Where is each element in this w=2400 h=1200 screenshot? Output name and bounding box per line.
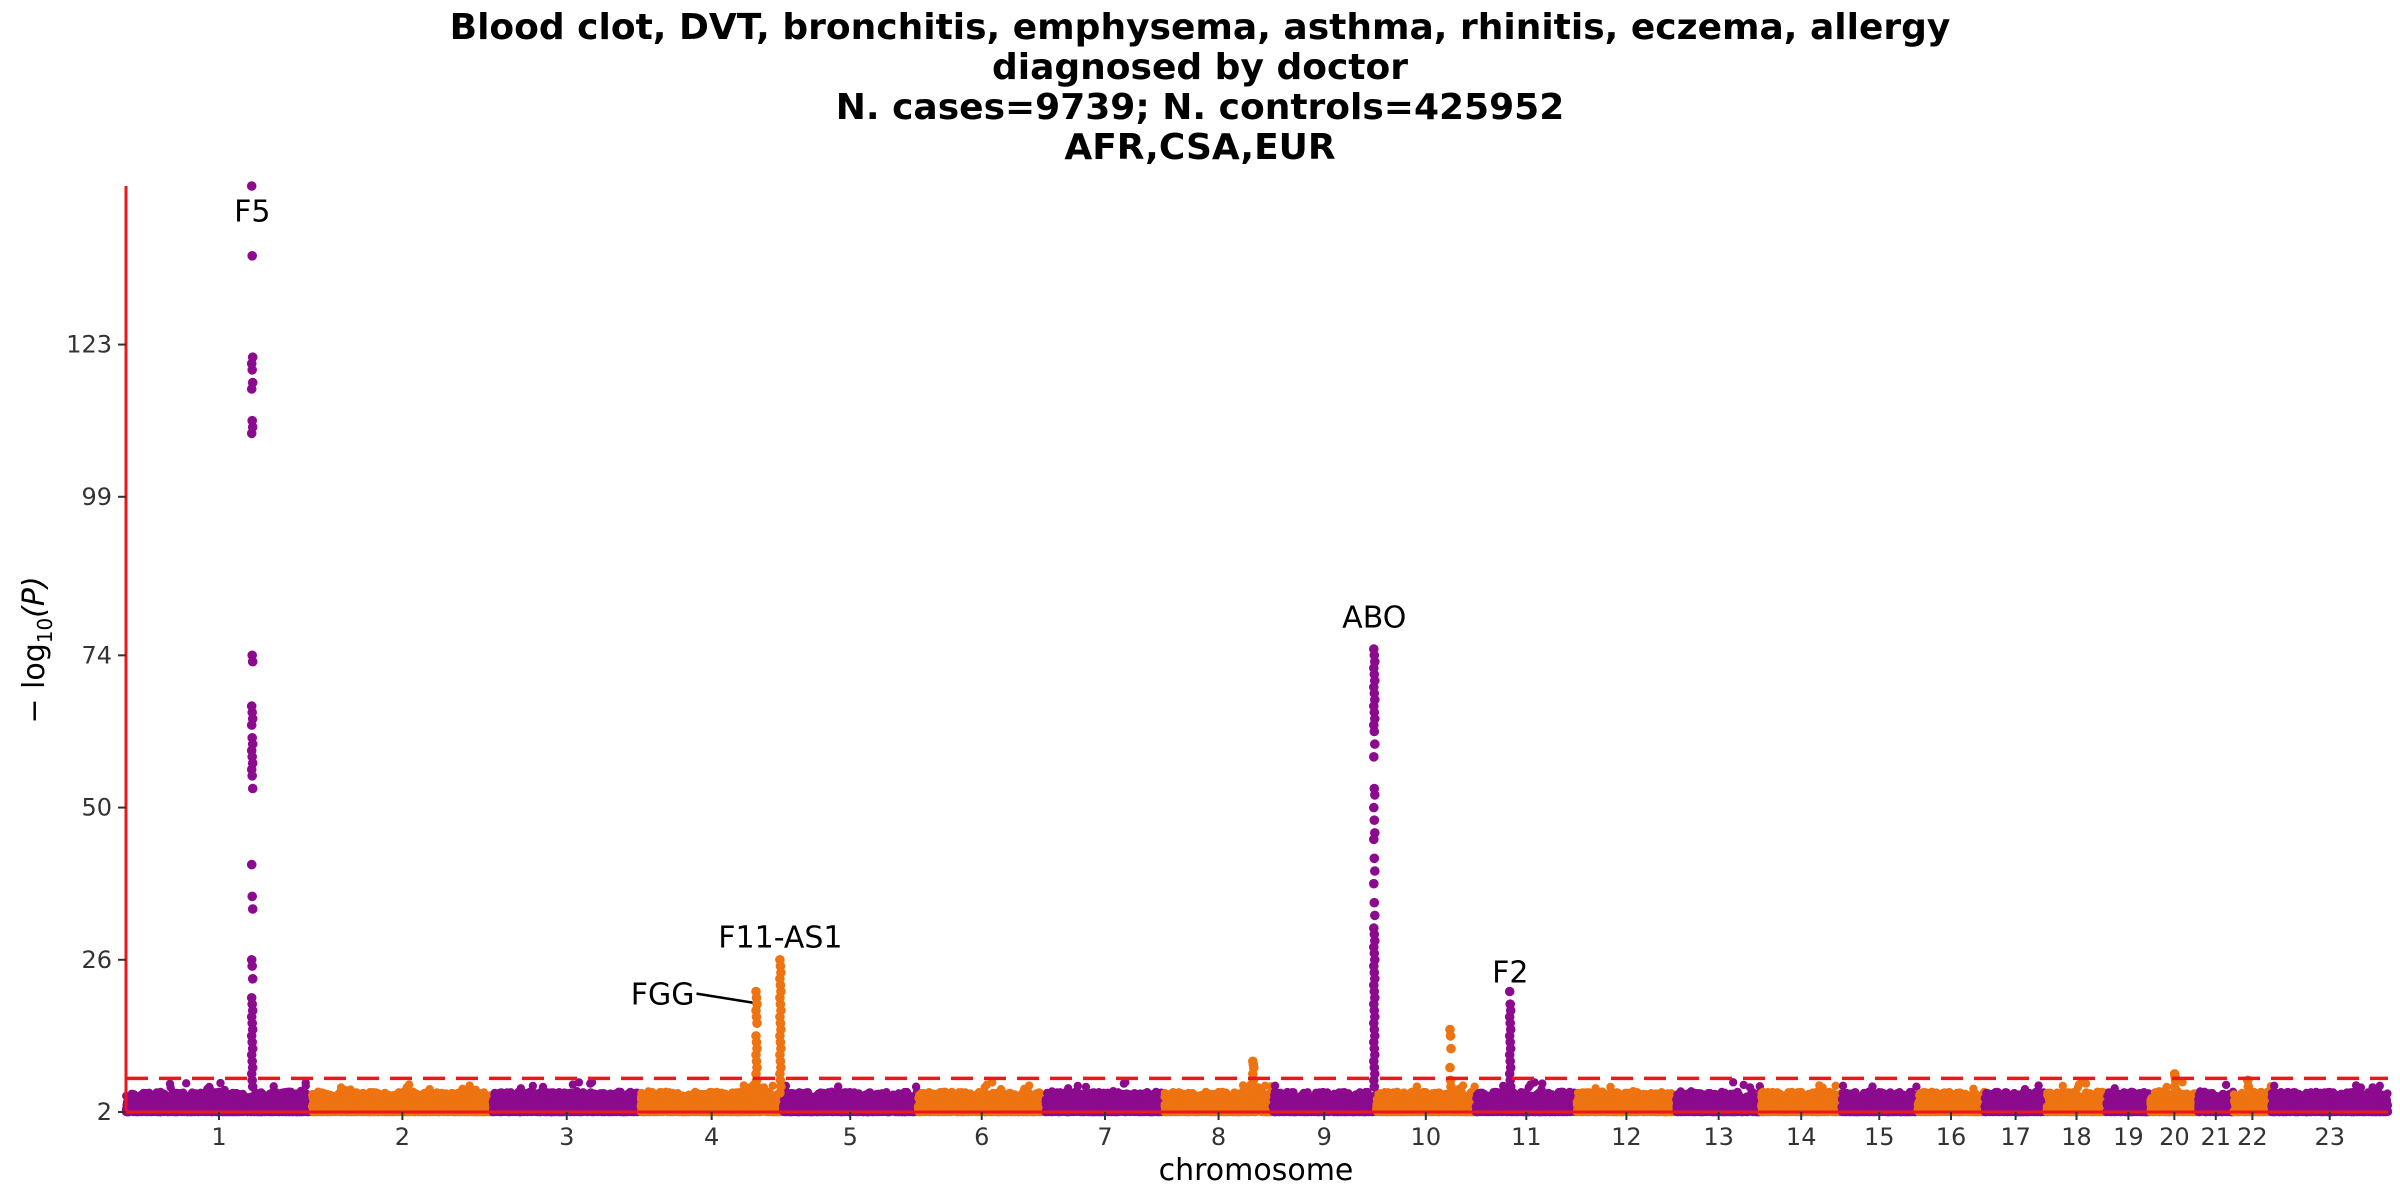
snp-point (583, 1089, 592, 1099)
snp-point (615, 1102, 624, 1112)
snp-point (390, 1090, 399, 1100)
snp-point (333, 1093, 342, 1102)
snp-point (687, 1091, 696, 1101)
snp-point (413, 1091, 422, 1101)
title-line-1: Blood clot, DVT, bronchitis, emphysema, … (449, 7, 1951, 48)
snp-point (479, 1099, 488, 1109)
chromosome-points-3 (488, 1078, 645, 1117)
snp-point (383, 1101, 392, 1110)
snp-point (179, 1091, 188, 1100)
snp-point (272, 1099, 282, 1108)
snp-point (200, 1095, 209, 1105)
snp-point (549, 1092, 559, 1102)
data-points (121, 181, 2393, 1117)
snp-point (564, 1092, 573, 1102)
snp-point (165, 1079, 175, 1089)
snp-point (699, 1091, 709, 1100)
snp-point (594, 1094, 603, 1104)
snp-point (254, 1099, 264, 1108)
snp-point (312, 1089, 322, 1099)
snp-point (262, 1093, 271, 1102)
snp-point (535, 1100, 544, 1110)
snp-point (735, 1088, 744, 1097)
snp-point (410, 1101, 420, 1110)
snp-point (676, 1091, 685, 1100)
snp-point (581, 1103, 591, 1112)
snp-point (220, 1092, 230, 1101)
snp-point (177, 1100, 186, 1109)
snp-point (699, 1102, 709, 1112)
snp-point (490, 1098, 499, 1108)
snp-point (245, 1098, 254, 1107)
snp-point (360, 1099, 369, 1108)
snp-point (523, 1089, 532, 1098)
snp-point (284, 1092, 293, 1101)
snp-point (738, 1097, 747, 1107)
snp-point (638, 1101, 648, 1110)
snp-point (205, 1084, 215, 1094)
snp-point (126, 1091, 136, 1101)
snp-point (481, 1091, 491, 1101)
snp-point (167, 1091, 176, 1100)
snp-point (216, 1078, 225, 1088)
snp-point (372, 1090, 381, 1099)
snp-point (502, 1096, 512, 1105)
snp-point (468, 1102, 477, 1112)
snp-point (514, 1087, 524, 1096)
snp-point (628, 1095, 637, 1104)
snp-point (502, 1088, 512, 1097)
snp-point (164, 1103, 173, 1112)
snp-point (152, 1088, 161, 1098)
snp-point (425, 1085, 434, 1094)
snp-point (770, 1098, 779, 1108)
snp-point (135, 1094, 145, 1103)
snp-point (341, 1094, 351, 1103)
snp-point (456, 1089, 465, 1098)
snp-point (517, 1102, 526, 1111)
snp-point (214, 1098, 224, 1108)
snp-point (196, 1101, 205, 1111)
snp-point (424, 1099, 433, 1108)
chart-title: Blood clot, DVT, bronchitis, emphysema, … (0, 8, 2400, 168)
snp-point (721, 1089, 730, 1099)
snp-point (768, 1081, 777, 1091)
snp-point (604, 1090, 613, 1099)
snp-point (319, 1097, 328, 1107)
snp-point (400, 1097, 409, 1106)
snp-point (239, 1096, 248, 1105)
title-line-4: AFR,CSA,EUR (1064, 127, 1336, 168)
snp-point (222, 1098, 231, 1108)
snp-point (232, 1089, 241, 1098)
snp-point (673, 1099, 682, 1109)
snp-point (764, 1090, 773, 1100)
title-line-2: diagnosed by doctor (992, 47, 1408, 88)
snp-point (209, 1092, 218, 1101)
snp-point (142, 1095, 152, 1104)
snp-point (298, 1091, 308, 1100)
snp-point (757, 1095, 766, 1105)
snp-point (276, 1089, 286, 1098)
snp-point (714, 1095, 723, 1105)
snp-point (182, 1079, 191, 1088)
snp-point (664, 1098, 673, 1108)
snp-point (531, 1089, 540, 1098)
snp-point (190, 1090, 199, 1099)
snp-point (445, 1090, 454, 1099)
title-line-3: N. cases=9739; N. controls=425952 (835, 87, 1565, 128)
snp-point (402, 1083, 411, 1092)
snp-point (188, 1103, 198, 1112)
snp-point (301, 1081, 310, 1091)
snp-point (437, 1088, 446, 1098)
